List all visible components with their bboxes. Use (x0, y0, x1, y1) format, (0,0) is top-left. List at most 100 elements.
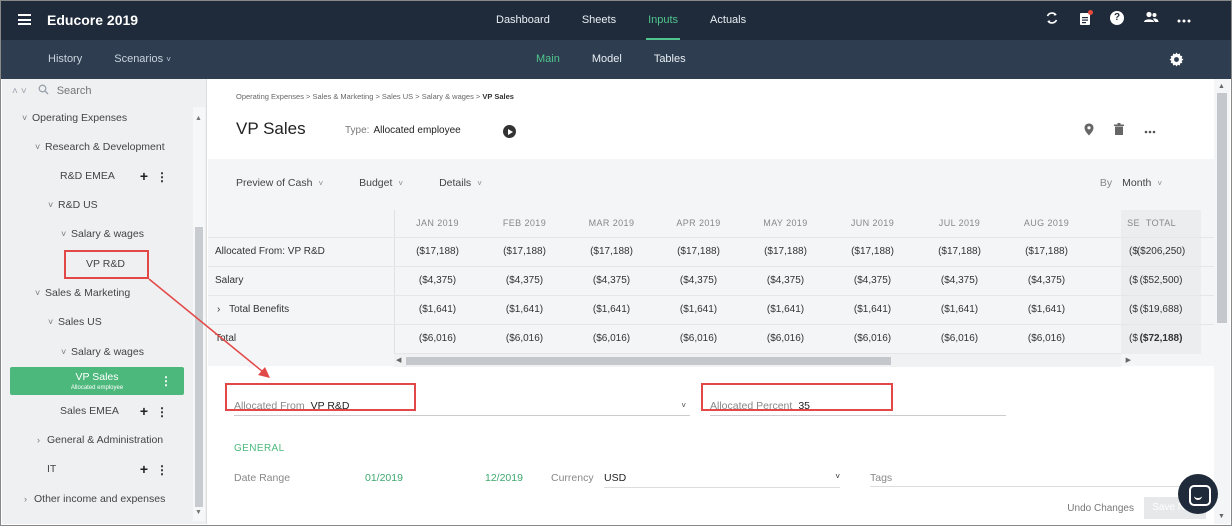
add-icon[interactable]: + (139, 403, 148, 419)
tab-model[interactable]: Model (591, 53, 622, 65)
more-vert-icon[interactable]: ⋮ (160, 374, 172, 388)
tags-input[interactable] (870, 486, 1206, 487)
nav-dashboard[interactable]: Dashboard (496, 14, 550, 26)
date-end-picker[interactable]: 12/2019 (485, 472, 523, 484)
location-pin-icon[interactable] (1084, 123, 1094, 139)
budget-dropdown[interactable]: Budget ˅ (359, 177, 403, 189)
table-cell: ($17,188) (938, 246, 981, 257)
date-range-label: Date Range (234, 472, 291, 484)
tree-item-rd-us[interactable]: ˅ R&D US (2, 196, 190, 214)
period-selector[interactable]: By Month ˅ (1100, 177, 1162, 189)
tree-item-research-development[interactable]: ˅ Research & Development (2, 138, 190, 156)
grid-scroll-thumb[interactable] (406, 357, 891, 365)
tree-item-rd-emea[interactable]: R&D EMEA + ⋮ (2, 167, 190, 185)
table-cell: ($4,375) (505, 275, 544, 286)
undo-changes-button[interactable]: Undo Changes (1067, 502, 1134, 514)
main-scrollbar[interactable]: ▲ ▼ (1214, 79, 1230, 524)
breadcrumb: Operating Expenses > Sales & Marketing >… (236, 92, 514, 101)
table-cell: ($4,375) (679, 275, 718, 286)
date-start-picker[interactable]: 01/2019 (365, 472, 403, 484)
more-icon[interactable] (1176, 11, 1192, 27)
scroll-left-icon[interactable]: ◀ (396, 357, 402, 364)
clipboard-icon[interactable] (1077, 10, 1093, 27)
breadcrumb-path[interactable]: Operating Expenses > Sales & Marketing >… (236, 92, 483, 101)
more-vert-icon[interactable]: ⋮ (156, 170, 168, 184)
tree-item-operating-expenses[interactable]: ˅ Operating Expenses (2, 109, 190, 127)
tree-item-general-administration[interactable]: › General & Administration (2, 431, 190, 449)
sidebar-scrollbar[interactable]: ▲ ▼ (193, 107, 205, 521)
total-cell: ($52,500) (1139, 275, 1183, 286)
nav-actuals[interactable]: Actuals (710, 14, 747, 26)
scroll-down-icon[interactable]: ▼ (1218, 513, 1225, 520)
details-dropdown[interactable]: Details ˅ (439, 177, 482, 189)
tree-item-sales-emea[interactable]: Sales EMEA + ⋮ (2, 402, 190, 420)
table-cell: ($17,188) (590, 246, 633, 257)
search-input[interactable] (56, 85, 167, 97)
sync-icon[interactable] (1044, 11, 1060, 27)
more-vert-icon[interactable]: ⋮ (156, 405, 168, 419)
table-cell: ($6,016) (418, 333, 457, 344)
help-icon[interactable]: ? (1110, 11, 1126, 27)
tree-item-salary-wages-sales[interactable]: ˅ Salary & wages (2, 343, 190, 361)
tree-item-label: R&D US (58, 199, 98, 211)
tags-label: Tags (870, 472, 893, 484)
more-vert-icon[interactable]: ⋮ (156, 463, 168, 477)
row-label: Total (215, 325, 236, 353)
tree-item-label: General & Administration (47, 434, 164, 446)
main-scroll-thumb[interactable] (1217, 93, 1227, 323)
tree-item-sales-us[interactable]: ˅ Sales US (2, 313, 190, 331)
dropdown-label: Preview of Cash (236, 177, 313, 189)
sidebar-scroll-thumb[interactable] (195, 227, 203, 507)
scenarios-dropdown[interactable]: Scenarios ˅ (114, 40, 171, 79)
tab-tables[interactable]: Tables (653, 53, 686, 65)
chat-launcher-icon[interactable] (1178, 474, 1218, 514)
users-icon[interactable] (1143, 11, 1159, 27)
table-cell: ($1,641) (940, 304, 979, 315)
tree-item-label: Salary & wages (71, 228, 144, 240)
table-cell: ($4,375) (592, 275, 631, 286)
preview-of-cash-dropdown[interactable]: Preview of Cash ˅ (236, 177, 323, 189)
play-icon[interactable] (503, 125, 516, 138)
nav-inputs[interactable]: Inputs (632, 0, 694, 40)
highlight-box-allocated-percent (701, 383, 893, 411)
nav-sheets[interactable]: Sheets (581, 14, 617, 26)
tree-item-label: VP R&D (86, 258, 125, 270)
chevron-down-icon: ˅ (1157, 179, 1162, 188)
search-icon (38, 84, 49, 98)
scroll-down-icon[interactable]: ▼ (195, 509, 202, 516)
tab-main[interactable]: Main (536, 53, 560, 65)
scroll-right-icon[interactable]: ▶ (1125, 357, 1131, 364)
tree-item-salary-wages-rd[interactable]: ˅ Salary & wages (2, 225, 190, 243)
scroll-up-icon[interactable]: ▲ (195, 115, 202, 122)
add-icon[interactable]: + (139, 168, 148, 184)
type-label: Type: (345, 125, 370, 136)
history-button[interactable]: History (48, 53, 83, 65)
app-title: Educore 2019 (47, 12, 139, 28)
tree-item-vp-rd[interactable]: VP R&D (2, 255, 190, 273)
table-cell: ($17,188) (416, 246, 459, 257)
grid-horizontal-scrollbar[interactable]: ◀ ▶ (394, 353, 1131, 367)
tree-item-sales-marketing[interactable]: ˅ Sales & Marketing (2, 284, 190, 302)
more-icon[interactable] (1144, 123, 1156, 139)
column-header: FEB 2019 (502, 218, 547, 228)
chevron-right-icon: › (37, 435, 40, 445)
row-label[interactable]: › Total Benefits (215, 296, 289, 324)
tree-item-other-income[interactable]: › Other income and expenses (2, 490, 190, 508)
table-cell: ($ (1129, 304, 1138, 315)
trash-icon[interactable] (1114, 123, 1124, 139)
chevron-right-icon[interactable]: › (217, 304, 224, 315)
scenarios-label: Scenarios (114, 53, 164, 65)
add-icon[interactable]: + (139, 461, 148, 477)
scroll-up-icon[interactable]: ▲ (1218, 83, 1225, 90)
gear-icon[interactable] (1169, 52, 1184, 70)
tree-item-label: IT (47, 463, 57, 475)
expand-collapse-icon[interactable]: ˄˅ (12, 85, 30, 97)
tree-item-it[interactable]: IT + ⋮ (2, 460, 190, 478)
table-cell: ($1,641) (418, 304, 457, 315)
tree-item-vp-sales[interactable]: VP Sales Allocated employee ⋮ (10, 367, 184, 395)
column-header-total: TOTAL (1145, 218, 1177, 228)
chevron-down-icon: ˅ (61, 229, 67, 239)
currency-select[interactable]: USD ˅ (604, 472, 840, 488)
menu-icon[interactable] (18, 14, 31, 25)
notification-badge (1088, 10, 1093, 15)
